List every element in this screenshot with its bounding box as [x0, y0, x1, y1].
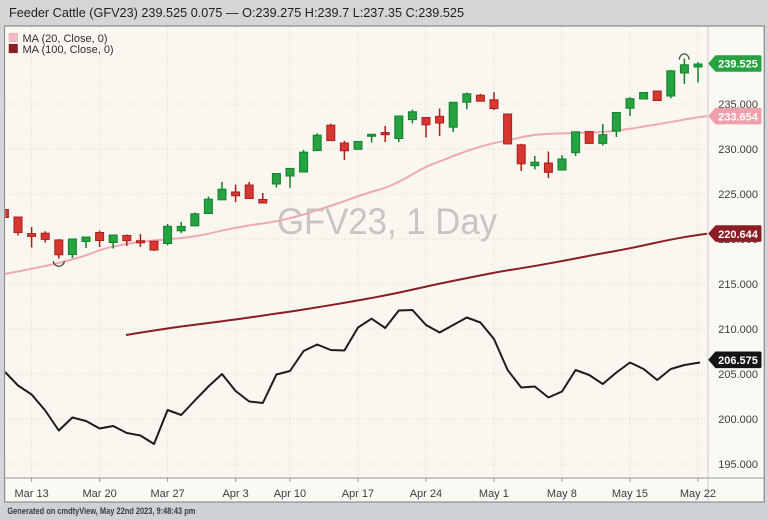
svg-text:Apr 10: Apr 10 — [274, 488, 306, 500]
svg-text:195.000: 195.000 — [718, 459, 758, 471]
svg-text:200.000: 200.000 — [718, 414, 758, 426]
svg-text:Apr 17: Apr 17 — [342, 488, 374, 500]
svg-text:205.000: 205.000 — [718, 369, 758, 381]
svg-text:215.000: 215.000 — [718, 279, 758, 291]
svg-text:206.575: 206.575 — [718, 355, 758, 367]
svg-text:225.000: 225.000 — [718, 189, 758, 201]
svg-text:May 1: May 1 — [479, 488, 509, 500]
svg-text:May 15: May 15 — [612, 488, 648, 500]
svg-text:Generated on cmdtyView, May 22: Generated on cmdtyView, May 22nd 2023, 9… — [7, 506, 195, 516]
svg-text:GFV23, 1 Day: GFV23, 1 Day — [277, 201, 497, 242]
svg-text:Mar 13: Mar 13 — [14, 488, 48, 500]
svg-text:MA (100, Close, 0): MA (100, Close, 0) — [23, 44, 114, 56]
svg-text:Apr 3: Apr 3 — [222, 488, 248, 500]
svg-text:239.525: 239.525 — [718, 59, 758, 71]
svg-text:Apr 24: Apr 24 — [410, 488, 442, 500]
svg-text:230.000: 230.000 — [718, 144, 758, 156]
svg-text:MA (20, Close, 0): MA (20, Close, 0) — [23, 33, 108, 45]
svg-text:Mar 20: Mar 20 — [82, 488, 116, 500]
svg-text:233.654: 233.654 — [718, 111, 759, 123]
svg-text:220.644: 220.644 — [718, 229, 759, 241]
svg-text:210.000: 210.000 — [718, 324, 758, 336]
svg-text:May 22: May 22 — [680, 488, 716, 500]
svg-text:May 8: May 8 — [547, 488, 577, 500]
svg-text:Mar 27: Mar 27 — [150, 488, 184, 500]
svg-text:Feeder Cattle (GFV23) 239.525: Feeder Cattle (GFV23) 239.525 0.075 — O:… — [9, 5, 464, 20]
